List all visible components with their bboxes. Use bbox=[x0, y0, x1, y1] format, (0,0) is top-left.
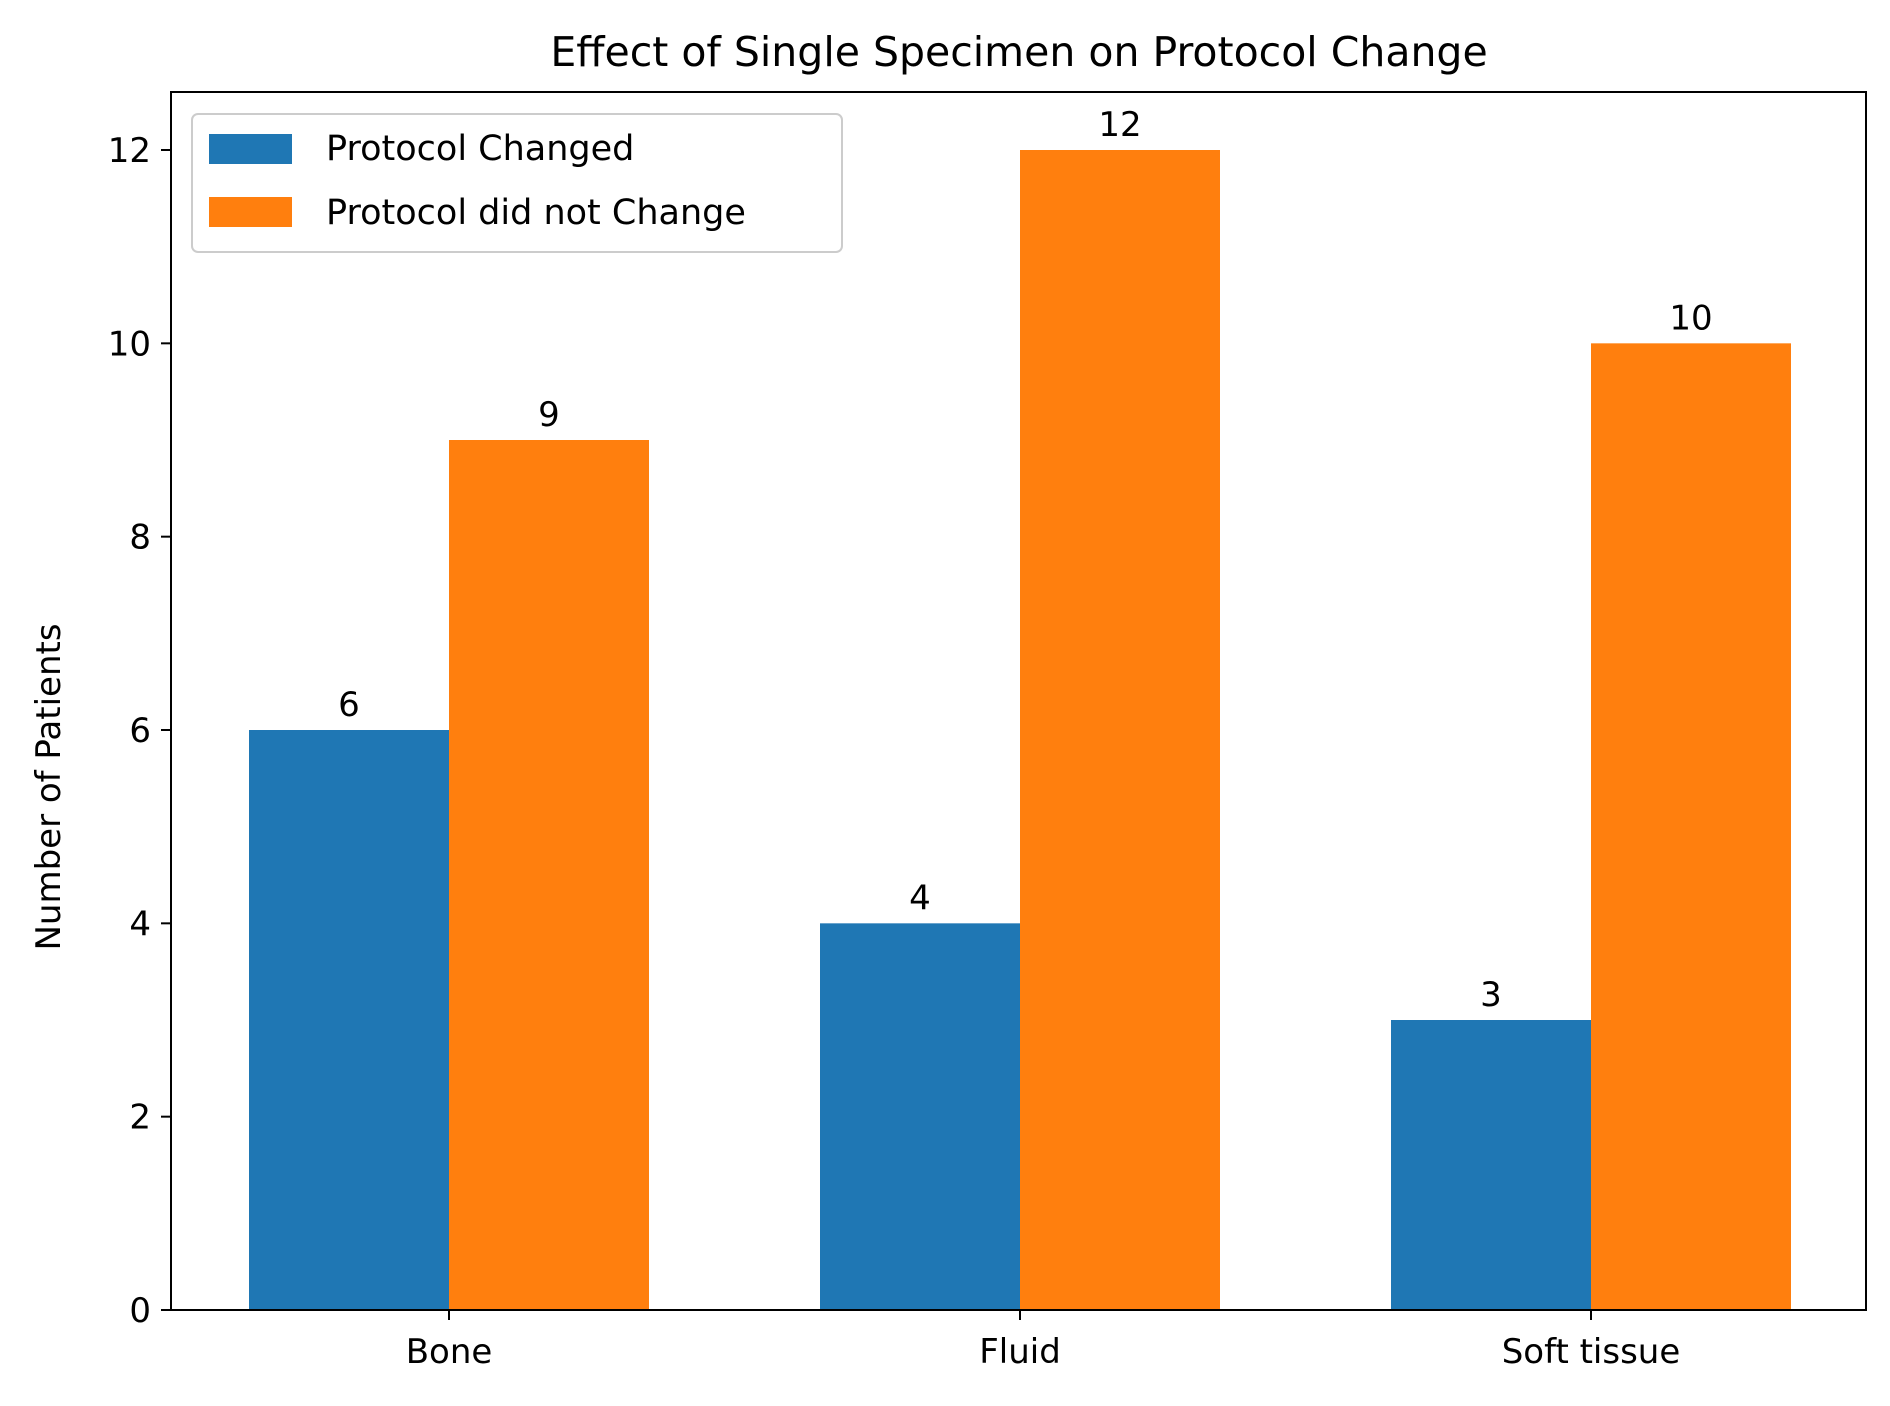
chart-title: Effect of Single Specimen on Protocol Ch… bbox=[550, 28, 1487, 76]
bar-value-label: 10 bbox=[1669, 298, 1712, 338]
bar-value-label: 12 bbox=[1098, 105, 1141, 145]
y-tick-label: 8 bbox=[129, 518, 151, 558]
bar-fluid-protocol-changed bbox=[820, 923, 1020, 1310]
bar-labels-layer: 6 9 4 12 3 10 bbox=[338, 105, 1712, 1015]
bar-bone-protocol-changed bbox=[249, 730, 449, 1310]
legend: Protocol Changed Protocol did not Change bbox=[191, 113, 843, 253]
bar-fluid-protocol-did-not-change bbox=[1020, 150, 1220, 1310]
legend-label-protocol-changed: Protocol Changed bbox=[326, 129, 634, 169]
bar-value-label: 9 bbox=[538, 395, 560, 435]
x-tick-label: Fluid bbox=[979, 1332, 1061, 1372]
bar-soft-tissue-protocol-did-not-change bbox=[1591, 343, 1791, 1310]
y-tick-label: 12 bbox=[108, 131, 151, 171]
y-tick-label: 0 bbox=[129, 1291, 151, 1331]
bar-value-label: 6 bbox=[338, 685, 360, 725]
legend-box bbox=[191, 113, 843, 253]
bar-value-label: 3 bbox=[1480, 975, 1502, 1015]
y-tick-label: 10 bbox=[108, 324, 151, 364]
plot-frame bbox=[170, 91, 1867, 1311]
y-axis-label: Number of Patients bbox=[29, 623, 69, 950]
legend-swatch-protocol-changed bbox=[209, 134, 292, 164]
legend-swatch-protocol-did-not-change bbox=[209, 197, 292, 227]
legend-label-protocol-did-not-change: Protocol did not Change bbox=[326, 193, 746, 233]
x-tick-label: Bone bbox=[406, 1332, 493, 1372]
y-tick-label: 4 bbox=[129, 904, 151, 944]
y-tick-label: 2 bbox=[129, 1098, 151, 1138]
bar-soft-tissue-protocol-changed bbox=[1391, 1020, 1591, 1310]
x-tick-label: Soft tissue bbox=[1502, 1332, 1681, 1372]
bar-value-label: 4 bbox=[909, 878, 931, 918]
x-axis-ticks: Bone Fluid Soft tissue bbox=[406, 1310, 1681, 1372]
y-tick-label: 6 bbox=[129, 711, 151, 751]
y-axis-ticks: 0 2 4 6 8 10 12 bbox=[108, 131, 171, 1331]
bars-layer bbox=[249, 150, 1791, 1310]
bar-bone-protocol-did-not-change bbox=[449, 440, 649, 1310]
